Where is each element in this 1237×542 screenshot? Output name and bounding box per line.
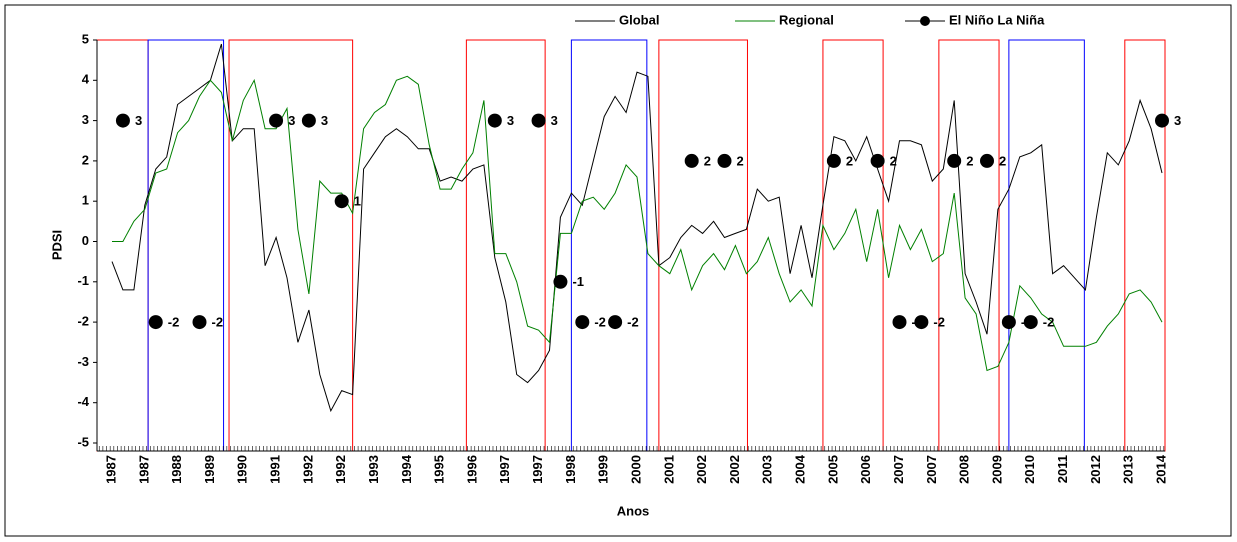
x-tick-label: 1994	[399, 454, 414, 484]
event-marker	[1023, 315, 1038, 330]
series-line	[112, 75, 1163, 372]
data-label: 2	[737, 153, 744, 168]
event-marker	[487, 113, 502, 128]
data-label: 2	[890, 153, 897, 168]
x-tick-label: 2009	[989, 455, 1004, 484]
x-tick-label: 1996	[464, 455, 479, 484]
x-tick-label: 2002	[694, 455, 709, 484]
event-marker	[717, 153, 732, 168]
data-label: 3	[288, 113, 295, 128]
legend-label: Global	[619, 12, 659, 27]
x-tick-label: 1990	[235, 455, 250, 484]
y-tick-label: 5	[82, 31, 89, 46]
data-label: -1	[572, 274, 584, 289]
y-tick-label: 1	[82, 193, 89, 208]
x-tick-label: 1987	[103, 455, 118, 484]
legend-marker	[920, 16, 930, 26]
x-tick-label: 2007	[891, 455, 906, 484]
legend-label: El Niño La Niña	[949, 12, 1045, 27]
y-axis-label: PDSI	[49, 230, 64, 260]
x-tick-label: 2012	[1088, 455, 1103, 484]
x-tick-label: 2010	[1022, 455, 1037, 484]
data-label: 3	[1174, 113, 1181, 128]
y-tick-label: -3	[77, 354, 89, 369]
x-tick-label: 1992	[333, 455, 348, 484]
event-marker	[980, 153, 994, 168]
data-label: 1	[354, 194, 361, 209]
data-label: -2	[168, 315, 180, 330]
data-label: 2	[846, 153, 853, 168]
y-tick-label: -4	[77, 394, 89, 409]
event-marker	[914, 315, 929, 330]
y-tick-label: 4	[82, 72, 90, 87]
x-tick-label: 2007	[924, 455, 939, 484]
x-tick-label: 1989	[202, 455, 217, 484]
event-marker	[826, 153, 841, 168]
event-marker	[115, 113, 130, 128]
x-tick-label: 2005	[825, 455, 840, 484]
data-label: 3	[551, 113, 558, 128]
data-label: -2	[212, 315, 224, 330]
x-tick-label: 2014	[1153, 454, 1168, 484]
x-tick-label: 1997	[530, 455, 545, 484]
event-marker	[608, 315, 623, 330]
y-tick-label: -1	[77, 273, 89, 288]
x-tick-label: 1995	[432, 455, 447, 484]
data-label: -2	[933, 315, 945, 330]
event-marker	[334, 194, 349, 209]
event-marker	[553, 274, 568, 289]
event-marker	[870, 153, 885, 168]
event-marker	[947, 153, 962, 168]
data-label: -2	[594, 315, 606, 330]
x-tick-label: 1999	[596, 455, 611, 484]
event-marker	[192, 315, 207, 330]
x-tick-label: 1998	[563, 455, 578, 484]
x-axis-label: Anos	[617, 503, 650, 518]
x-tick-label: 2008	[957, 455, 972, 484]
legend-label: Regional	[779, 12, 834, 27]
data-label: 3	[135, 113, 142, 128]
data-label: 3	[507, 113, 514, 128]
x-tick-label: 1987	[136, 455, 151, 484]
x-tick-label: 2000	[628, 455, 643, 484]
x-tick-label: 2011	[1055, 455, 1070, 483]
event-marker	[1155, 113, 1169, 128]
event-marker	[892, 315, 907, 330]
y-tick-label: -5	[77, 434, 89, 449]
event-marker	[269, 113, 284, 128]
data-label: -2	[627, 315, 639, 330]
y-tick-label: -2	[77, 314, 89, 329]
data-label: -2	[1043, 315, 1055, 330]
x-tick-label: 2013	[1121, 455, 1136, 484]
x-tick-label: 1993	[366, 455, 381, 484]
event-marker	[575, 315, 590, 330]
event-marker	[301, 113, 316, 128]
x-tick-label: 1992	[300, 455, 315, 484]
chart-border	[4, 4, 1232, 537]
x-tick-label: 2003	[760, 455, 775, 484]
y-tick-label: 0	[82, 233, 89, 248]
data-label: 2	[966, 153, 973, 168]
event-marker	[1001, 315, 1016, 330]
y-tick-label: 3	[82, 112, 89, 127]
event-marker	[531, 113, 546, 128]
x-tick-label: 1988	[169, 455, 184, 484]
series-line	[111, 43, 1163, 413]
data-label: 2	[999, 153, 1006, 168]
x-tick-label: 2001	[661, 455, 676, 484]
x-tick-label: 2006	[858, 455, 873, 484]
x-tick-label: 1991	[268, 455, 283, 484]
x-tick-label: 1997	[497, 455, 512, 484]
data-label: 2	[704, 153, 711, 168]
data-label: 3	[321, 113, 328, 128]
y-tick-label: 2	[82, 152, 89, 167]
x-tick-label: 2002	[727, 455, 742, 484]
x-tick-label: 2004	[793, 454, 808, 484]
event-marker	[684, 153, 699, 168]
event-marker	[148, 315, 163, 330]
